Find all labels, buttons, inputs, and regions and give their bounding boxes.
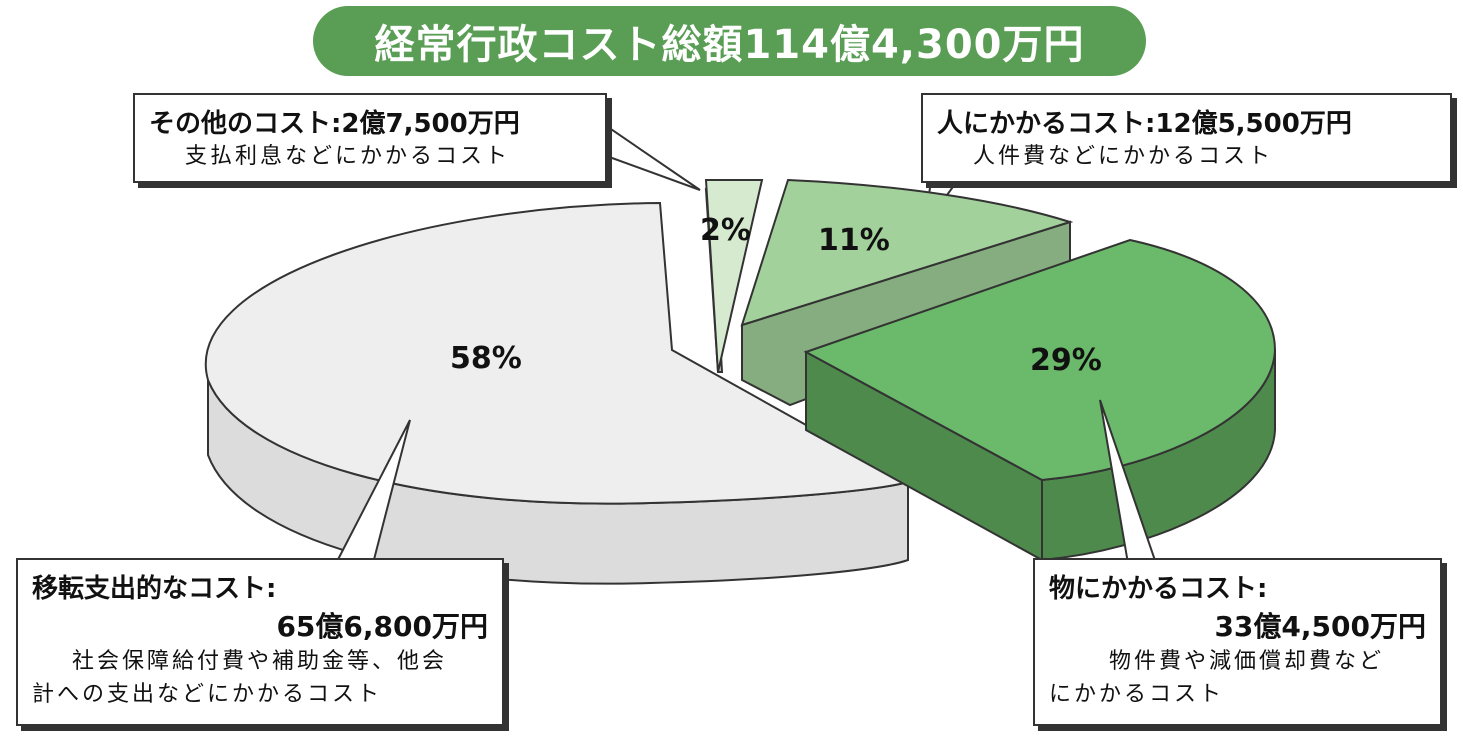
pct-label-transfer: 58%	[450, 341, 522, 376]
callout-human-head: 人にかかるコスト:12億5,500万円	[937, 103, 1436, 140]
callout-transfer-amount: 65億6,800万円	[32, 605, 488, 645]
callout-transfer: 移転支出的なコスト: 65億6,800万円 社会保障給付費や補助金等、他会 計へ…	[16, 558, 504, 726]
callout-human-desc: 人件費などにかかるコスト	[937, 140, 1436, 173]
callout-material-amount: 33億4,500万円	[1049, 605, 1426, 645]
callout-material-head: 物にかかるコスト:	[1049, 568, 1426, 605]
callout-other-head: その他のコスト:2億7,500万円	[149, 103, 591, 140]
pct-label-other: 2%	[700, 213, 751, 248]
callout-material-desc1: 物件費や減価償却費など	[1049, 645, 1426, 678]
callout-other-desc: 支払利息などにかかるコスト	[149, 140, 591, 173]
callout-material-desc2: にかかるコスト	[1049, 678, 1426, 711]
callout-transfer-head: 移転支出的なコスト:	[32, 568, 488, 605]
callout-human: 人にかかるコスト:12億5,500万円 人件費などにかかるコスト	[921, 93, 1452, 183]
callout-material: 物にかかるコスト: 33億4,500万円 物件費や減価償却費など にかかるコスト	[1033, 558, 1442, 726]
pct-label-material: 29%	[1030, 343, 1102, 378]
pct-label-human: 11%	[818, 223, 890, 258]
callout-transfer-desc1: 社会保障給付費や補助金等、他会	[32, 645, 488, 678]
callout-transfer-desc2: 計への支出などにかかるコスト	[32, 678, 488, 711]
callout-other: その他のコスト:2億7,500万円 支払利息などにかかるコスト	[133, 93, 607, 183]
